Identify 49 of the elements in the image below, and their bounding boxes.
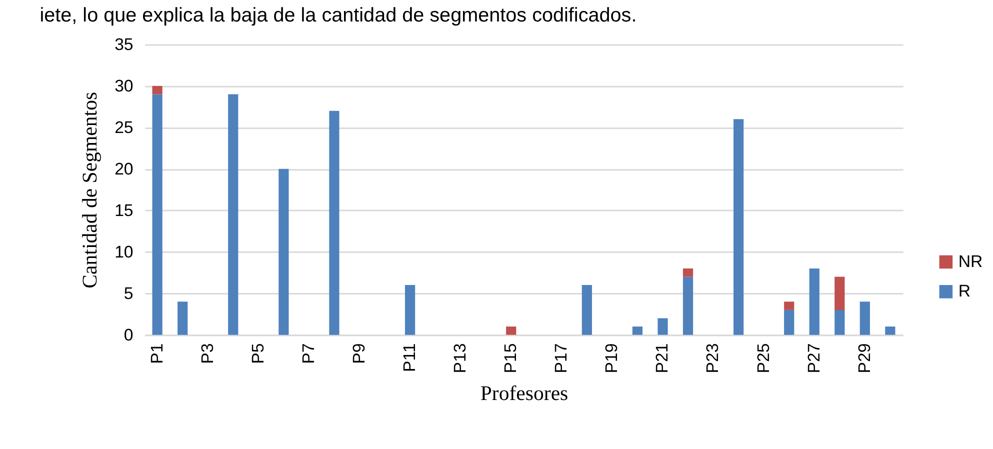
y-tick-label: 35 [114, 34, 134, 54]
y-tick-label: 30 [114, 76, 134, 96]
y-axis-title: Cantidad de Segmentos [78, 92, 102, 288]
bar [834, 310, 845, 335]
bar [582, 285, 592, 335]
bar [860, 302, 870, 335]
x-tick-label: P13 [450, 343, 470, 374]
x-tick-label: P25 [754, 343, 773, 374]
bar [506, 326, 516, 335]
legend-label: NR [958, 252, 983, 271]
x-tick-label: P19 [602, 343, 622, 374]
y-tick-label: 15 [114, 200, 134, 220]
y-tick-label: 0 [124, 325, 134, 344]
bar [278, 168, 289, 335]
bar [784, 310, 794, 335]
y-tick-label: 20 [114, 159, 134, 178]
bar [228, 94, 238, 335]
bar [734, 119, 744, 335]
x-tick-label: P17 [552, 343, 571, 374]
x-tick-label: P3 [198, 343, 217, 364]
x-tick-label: P1 [147, 343, 166, 364]
bar [885, 326, 896, 335]
x-tick-label: P15 [501, 343, 520, 374]
x-tick-label: P9 [349, 343, 368, 364]
bar [329, 110, 340, 335]
bar [178, 302, 188, 335]
bar [632, 326, 643, 335]
x-tick-label: P21 [652, 343, 672, 374]
bar [834, 276, 845, 310]
y-tick-label: 5 [124, 284, 134, 303]
bar [682, 268, 694, 277]
x-tick-label: P27 [804, 343, 824, 374]
x-tick-label: P5 [248, 343, 268, 364]
bar [658, 318, 668, 335]
x-tick-label: P29 [854, 343, 874, 374]
bar [152, 94, 162, 335]
bar [682, 276, 694, 335]
x-tick-label: P7 [298, 343, 318, 364]
x-tick-label: P23 [703, 343, 722, 374]
y-tick-label: 25 [114, 118, 134, 137]
legend-label: R [958, 282, 970, 301]
bar [152, 86, 162, 94]
y-tick-label: 10 [114, 242, 134, 262]
bar [784, 302, 794, 310]
bar [809, 268, 820, 335]
x-axis-title: Profesores [480, 380, 568, 405]
text: iete, lo que explica la baja de la cantidad de segmentos codificados. [40, 4, 637, 27]
x-tick-label: P11 [400, 343, 419, 372]
bar [404, 285, 416, 335]
